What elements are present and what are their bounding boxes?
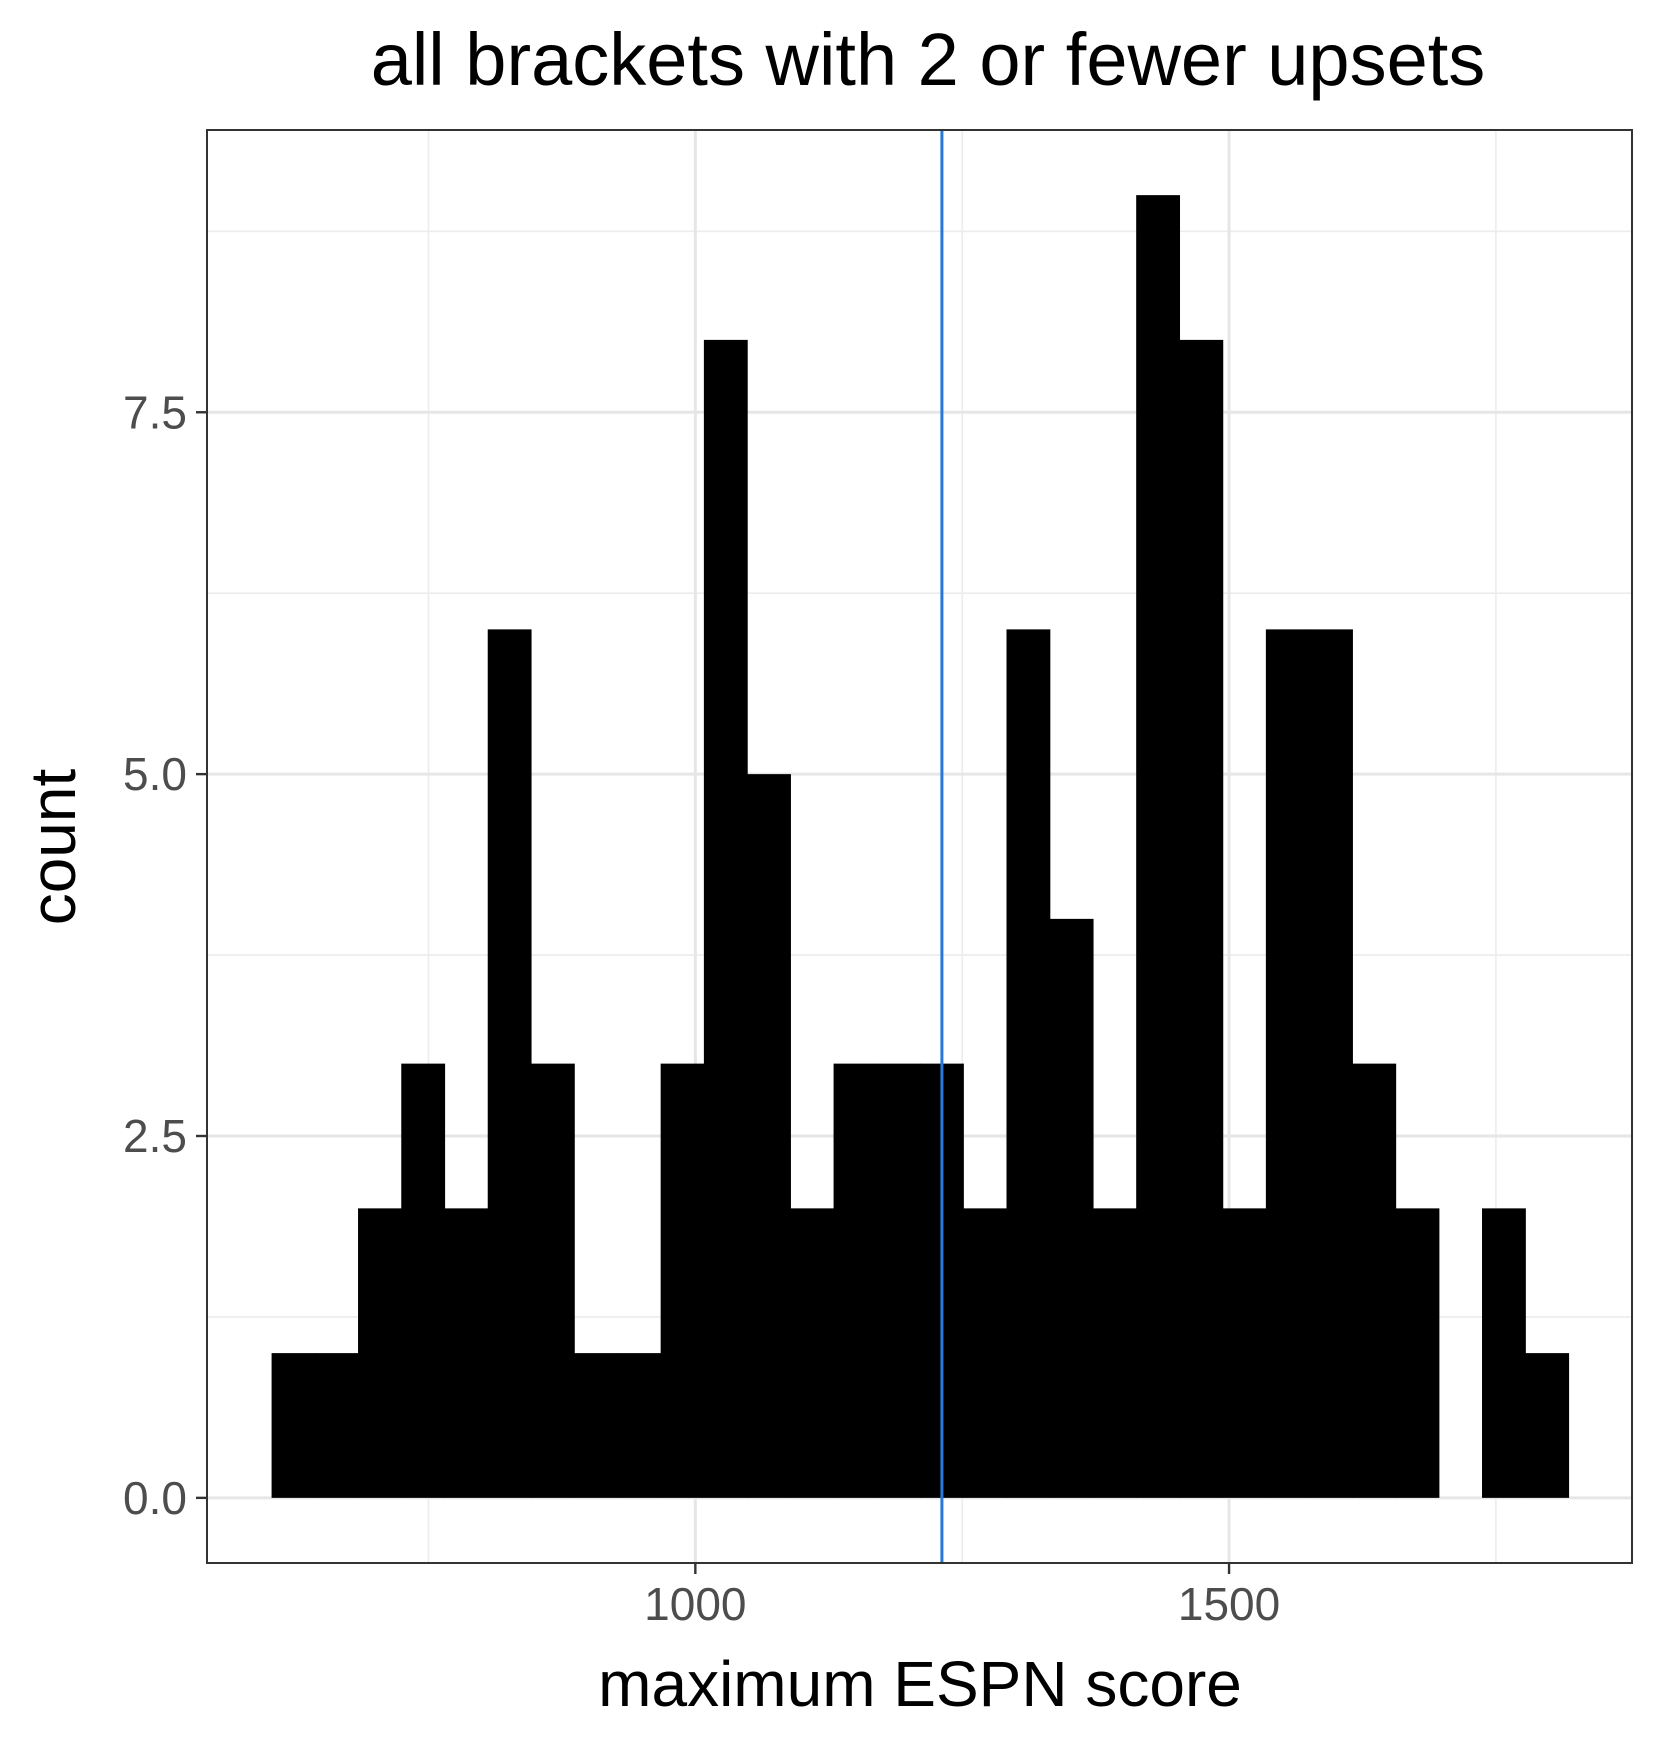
histogram-bar [271, 1353, 316, 1498]
histogram-bar [1179, 339, 1224, 1498]
histogram-bar [401, 1063, 446, 1498]
histogram-bar [487, 629, 532, 1498]
histogram-bar [617, 1353, 662, 1498]
histogram-bar [1092, 1208, 1137, 1498]
histogram-bar [1049, 918, 1094, 1498]
histogram-bar [314, 1353, 359, 1498]
histogram-bar [1265, 629, 1310, 1498]
chart-title: all brackets with 2 or fewer upsets [371, 18, 1486, 101]
histogram-bar [1309, 629, 1353, 1498]
histogram-bar [790, 1208, 835, 1498]
histogram-bar [574, 1353, 619, 1498]
histogram-bar [530, 1063, 575, 1498]
histogram-bar [1482, 1208, 1526, 1498]
histogram-bar [444, 1208, 489, 1498]
histogram-bar [747, 774, 791, 1498]
histogram-bar [1136, 195, 1181, 1498]
histogram-bar [703, 339, 748, 1498]
y-tick-label: 7.5 [123, 386, 187, 438]
x-tick-label: 1000 [644, 1578, 746, 1630]
y-tick-label: 5.0 [123, 748, 187, 800]
x-axis-title: maximum ESPN score [598, 1648, 1242, 1720]
histogram-bar [1395, 1208, 1440, 1498]
histogram-bar [833, 1063, 878, 1498]
histogram-bar [963, 1208, 1008, 1498]
axes: 0.0 2.5 5.0 7.5 1000 1500 [123, 386, 1280, 1630]
y-tick-label: 2.5 [123, 1110, 187, 1162]
histogram-bar [1525, 1353, 1570, 1498]
y-axis-title: count [17, 769, 89, 926]
x-tick-label: 1500 [1178, 1578, 1280, 1630]
histogram-bar [358, 1208, 402, 1498]
histogram-bar [1352, 1063, 1397, 1498]
histogram-bar [660, 1063, 705, 1498]
histogram-bar [1222, 1208, 1267, 1498]
plot-panel-border [206, 129, 1633, 1564]
histogram-bar [1006, 629, 1051, 1498]
y-tick-label: 0.0 [123, 1472, 187, 1524]
histogram-bar [876, 1063, 921, 1498]
histogram-bars [271, 195, 1570, 1498]
